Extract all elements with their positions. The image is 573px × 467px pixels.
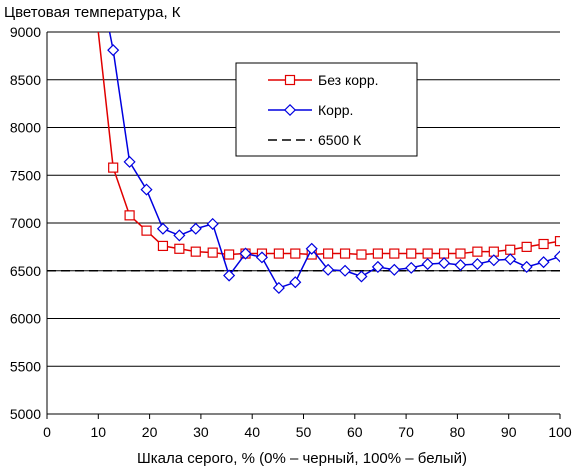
data-point: [289, 276, 302, 289]
data-point: [190, 246, 201, 257]
x-tick-label: 0: [43, 424, 51, 440]
data-point: [339, 248, 351, 259]
legend: Без корр. Корр. 6500 К: [235, 62, 418, 157]
x-tick-label: 70: [398, 424, 414, 440]
data-point: [371, 260, 384, 273]
x-tick-label: 40: [244, 424, 260, 440]
y-tick-label: 9000: [10, 24, 41, 40]
data-point: [537, 256, 550, 269]
data-point: [455, 248, 466, 259]
y-axis-title: Цветовая температура, К: [4, 4, 181, 21]
data-point: [471, 258, 484, 271]
data-point: [422, 248, 433, 259]
series-1: [107, 32, 560, 294]
data-point: [322, 263, 335, 276]
data-point: [323, 248, 334, 259]
data-point: [521, 241, 532, 252]
data-point: [123, 155, 136, 168]
data-point: [406, 248, 417, 259]
data-point: [206, 217, 219, 231]
y-tick-labels: 5000 5500 6000 6500 7000 7500 8000 8500 9000: [10, 24, 41, 422]
data-point: [272, 281, 285, 294]
data-point: [520, 260, 533, 273]
data-point: [554, 236, 560, 247]
x-tick-label: 10: [91, 424, 107, 440]
x-axis-title: Шкала серого, % (0% – черный, 100% – бел…: [137, 450, 467, 467]
x-tick-label: 60: [347, 424, 363, 440]
x-tick-labels: 0 10 20 30 40 50 60 70 80 90 100: [43, 414, 572, 440]
data-point: [305, 242, 318, 255]
data-point: [372, 248, 383, 259]
y-tick-label: 8500: [10, 72, 41, 88]
x-tick-label: 30: [193, 424, 209, 440]
y-tick-label: 5500: [10, 358, 41, 374]
x-tick-label: 50: [296, 424, 312, 440]
y-tick-label: 8000: [10, 120, 41, 136]
data-point: [389, 248, 400, 259]
data-point: [405, 261, 418, 274]
legend-label: Без корр.: [318, 72, 379, 88]
data-point: [207, 247, 218, 258]
legend-label: Корр.: [318, 102, 353, 118]
legend-label: 6500 К: [318, 132, 362, 148]
data-point: [356, 249, 367, 260]
data-point: [173, 229, 186, 242]
data-point: [538, 238, 549, 250]
data-point: [156, 222, 169, 235]
data-point: [438, 248, 450, 259]
data-point: [273, 248, 284, 259]
data-point: [223, 269, 236, 282]
series-layer: [47, 32, 560, 294]
data-point: [553, 250, 560, 263]
data-point: [339, 264, 352, 277]
data-point: [239, 247, 252, 260]
data-point: [355, 270, 368, 283]
data-point: [290, 248, 301, 259]
legend-box: [235, 62, 418, 157]
data-point: [438, 257, 451, 270]
data-point: [107, 44, 120, 57]
data-point: [388, 263, 401, 276]
data-point: [124, 210, 135, 221]
y-tick-label: 7000: [10, 215, 41, 231]
data-point: [108, 162, 119, 173]
x-tick-label: 80: [450, 424, 466, 440]
data-point: [487, 254, 500, 267]
x-tick-label: 90: [501, 424, 517, 440]
data-point: [140, 183, 153, 196]
data-point: [454, 258, 467, 272]
data-point: [505, 244, 516, 255]
data-point: [174, 243, 185, 254]
data-point: [255, 251, 268, 264]
data-point: [157, 240, 169, 252]
y-tick-label: 6500: [10, 263, 41, 279]
legend-marker: [283, 103, 297, 117]
data-point: [141, 225, 152, 236]
y-tick-label: 6000: [10, 311, 41, 327]
y-tick-label: 7500: [10, 167, 41, 183]
x-tick-label: 20: [142, 424, 158, 440]
data-point: [472, 246, 483, 257]
data-point: [421, 258, 434, 271]
data-point: [224, 249, 235, 260]
y-tick-label: 5000: [10, 406, 41, 422]
data-point: [189, 222, 202, 235]
legend-marker: [284, 74, 296, 86]
x-tick-label: 100: [548, 424, 572, 440]
data-point: [504, 253, 517, 266]
